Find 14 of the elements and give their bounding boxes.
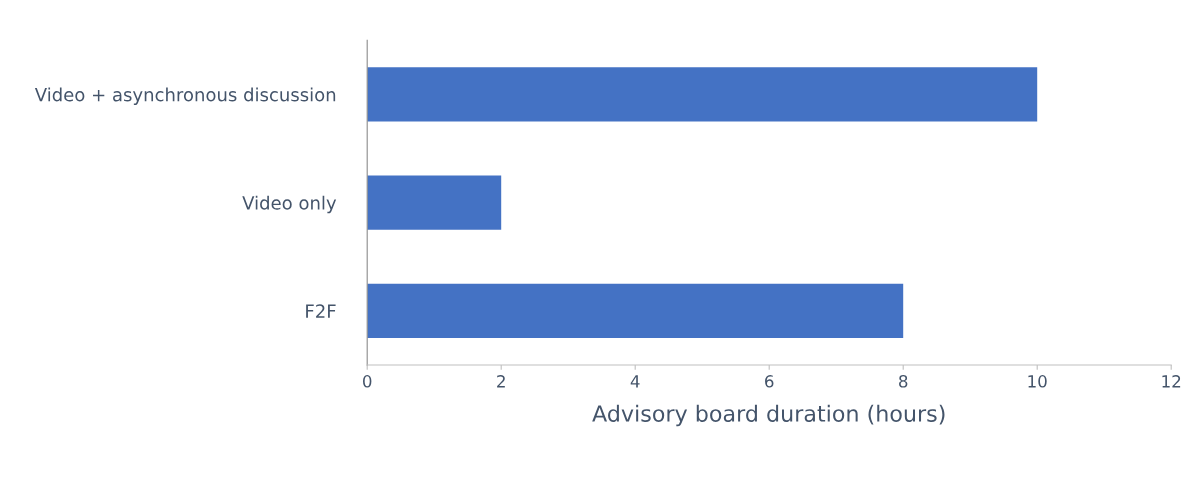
x-tick-label: 12 (1162, 375, 1181, 388)
bar (367, 283, 904, 338)
bar (367, 67, 1038, 122)
bar (367, 175, 502, 230)
y-tick-label: Video + asynchronous discussion (34, 87, 336, 105)
x-tick-label: 0 (363, 375, 372, 388)
x-tick-label: 10 (1028, 375, 1047, 388)
x-tick-label: 6 (765, 375, 774, 388)
y-tick-label: F2F (306, 304, 336, 318)
y-tick-label: Video only (242, 195, 337, 214)
x-tick-label: 2 (497, 375, 505, 388)
x-axis-title: Advisory board duration (hours) (592, 404, 945, 427)
x-tick-label: 4 (630, 375, 640, 388)
x-tick-label: 8 (899, 375, 908, 388)
